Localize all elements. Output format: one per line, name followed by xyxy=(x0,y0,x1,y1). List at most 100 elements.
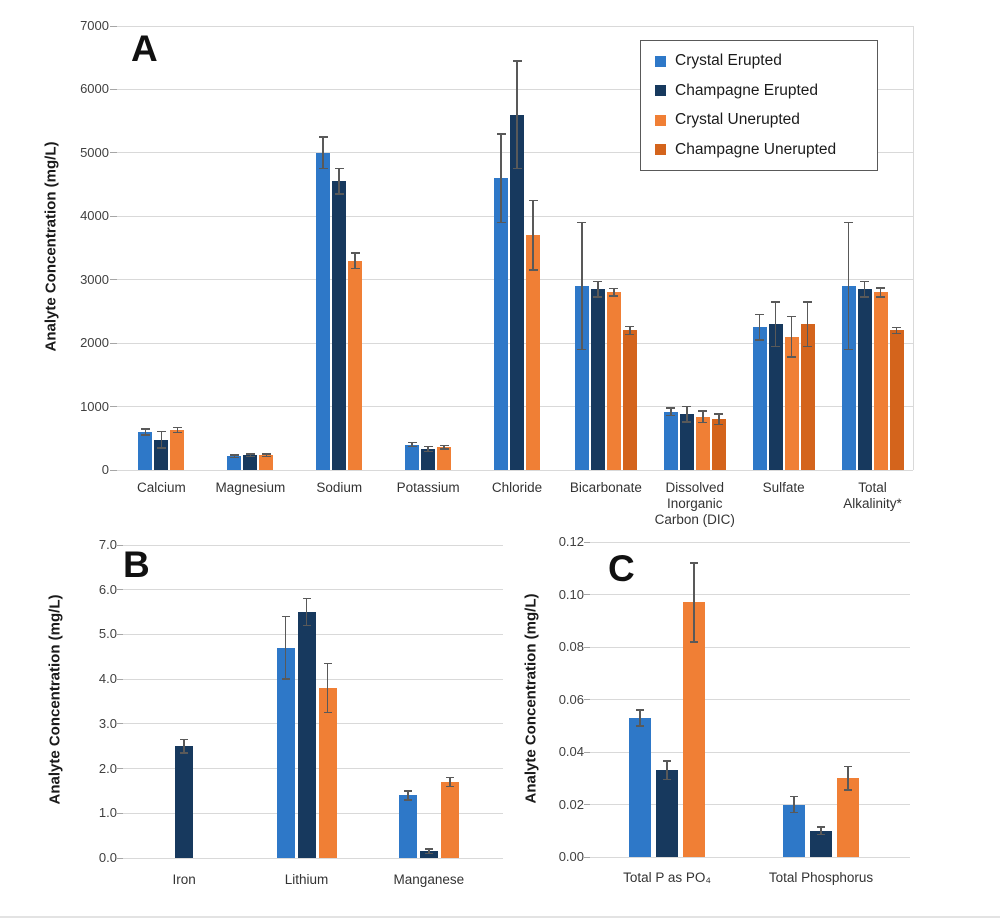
error-bar-cap xyxy=(876,287,886,289)
error-bar-cap xyxy=(229,456,239,459)
error-bar-cap xyxy=(229,454,239,456)
gridline xyxy=(123,544,503,546)
category-label: Chloride xyxy=(491,480,543,495)
error-bar-cap xyxy=(261,453,271,455)
y-tick-label: 0.02 xyxy=(558,796,584,812)
error-bar-cap xyxy=(302,624,311,627)
category-label: Total P as PO₄ xyxy=(623,870,711,885)
bar xyxy=(889,330,904,470)
error-bar xyxy=(895,327,898,334)
error-bar-cap xyxy=(512,167,522,170)
bar xyxy=(526,235,540,470)
y-tick-label: 1000 xyxy=(80,398,109,414)
error-bar-cap xyxy=(803,345,813,348)
bar xyxy=(663,411,678,470)
y-tick-mark xyxy=(110,279,117,281)
error-bar xyxy=(160,431,163,448)
error-bar xyxy=(532,200,534,271)
error-bar-cap xyxy=(245,455,255,458)
error-bar-cap xyxy=(407,445,417,448)
error-bar-cap xyxy=(803,301,813,303)
error-bar-cap xyxy=(771,345,781,348)
gridline xyxy=(590,541,910,543)
legend-swatch xyxy=(655,85,666,97)
error-bar-cap xyxy=(172,431,182,434)
legend-label: Champagne Unerupted xyxy=(675,140,837,158)
error-bar xyxy=(233,454,236,458)
error-bar-cap xyxy=(790,795,798,798)
gridline xyxy=(117,469,913,471)
panel-letter-b: B xyxy=(123,544,150,585)
error-bar xyxy=(516,60,518,169)
error-bar xyxy=(581,222,583,350)
error-bar xyxy=(597,281,599,297)
bar xyxy=(695,416,710,470)
error-bar-cap xyxy=(423,450,433,453)
y-tick-mark xyxy=(110,88,117,90)
y-tick-mark xyxy=(584,541,590,543)
y-tick-mark xyxy=(584,804,590,805)
category-label: Sodium xyxy=(316,480,363,495)
error-bar xyxy=(847,222,850,350)
error-bar-cap xyxy=(281,678,290,680)
error-bar-cap xyxy=(625,333,635,335)
error-bar-cap xyxy=(445,785,454,788)
bar xyxy=(316,152,331,470)
error-bar xyxy=(613,288,615,297)
error-bar-cap xyxy=(609,287,619,290)
error-bar xyxy=(326,663,329,713)
category-label: Calcium xyxy=(137,480,186,495)
bar xyxy=(656,770,678,857)
error-bar xyxy=(806,301,809,347)
error-bar-cap xyxy=(318,167,328,170)
error-bar-cap xyxy=(690,641,698,643)
legend-entry: Crystal Erupted xyxy=(641,52,877,70)
category-label: Potassium xyxy=(396,480,460,495)
error-bar-cap xyxy=(140,428,150,430)
bar xyxy=(629,717,651,857)
bar xyxy=(138,431,153,470)
bar xyxy=(711,419,726,470)
gridline xyxy=(590,699,910,700)
error-bar-cap xyxy=(876,296,886,298)
error-bar xyxy=(338,168,340,195)
error-bar-cap xyxy=(844,789,852,791)
error-bar xyxy=(428,849,430,854)
error-bar-cap xyxy=(261,455,271,458)
bar xyxy=(297,612,316,858)
error-bar-cap xyxy=(636,709,644,711)
error-bar-cap xyxy=(140,434,150,436)
error-bar-cap xyxy=(787,356,797,358)
bar xyxy=(800,324,815,470)
y-tick-mark xyxy=(117,678,123,680)
y-tick-label: 5.0 xyxy=(98,626,117,642)
legend-entry: Crystal Unerupted xyxy=(641,111,877,129)
category-label: Total Alkalinity* xyxy=(843,480,902,512)
bar xyxy=(259,455,274,470)
legend: Crystal Erupted Champagne Erupted Crystal … xyxy=(640,40,878,171)
legend-swatch xyxy=(655,55,666,67)
y-tick-mark xyxy=(117,768,123,770)
y-tick-label: 4000 xyxy=(80,208,109,224)
bar xyxy=(318,688,337,858)
error-bar xyxy=(758,314,761,340)
error-bar xyxy=(265,454,268,457)
error-bar-cap xyxy=(860,296,870,298)
error-bar xyxy=(427,446,429,452)
bar xyxy=(783,804,805,857)
y-tick-mark xyxy=(584,699,590,700)
y-tick-label: 0.08 xyxy=(558,639,584,654)
error-bar xyxy=(879,287,882,297)
error-bar xyxy=(820,826,822,835)
error-bar-cap xyxy=(528,269,538,271)
error-bar-cap xyxy=(577,221,587,224)
error-bar-cap xyxy=(281,615,290,618)
bar xyxy=(348,260,363,470)
error-bar-cap xyxy=(445,776,454,779)
error-bar xyxy=(670,407,672,416)
error-bar xyxy=(790,316,793,358)
error-bar xyxy=(183,739,185,753)
category-label: Manganese xyxy=(393,872,465,887)
category-label: Magnesium xyxy=(215,480,286,495)
